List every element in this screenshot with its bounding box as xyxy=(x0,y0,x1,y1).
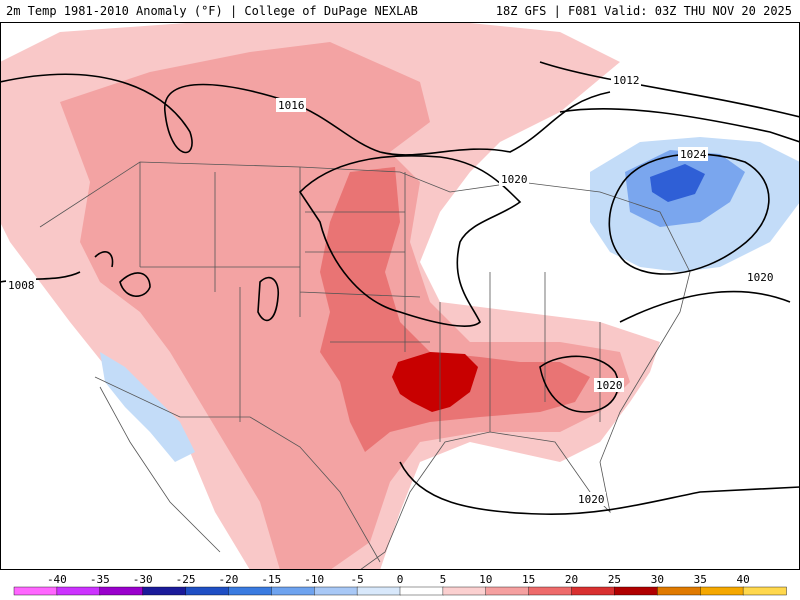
colorbar-swatch xyxy=(356,586,401,596)
colorbar-swatch xyxy=(271,586,315,596)
colorbar-tick-label: 20 xyxy=(565,573,578,586)
colorbar-swatch xyxy=(185,586,230,596)
colorbar-swatches xyxy=(13,586,787,596)
isobar-1020-east-line xyxy=(559,108,800,323)
colorbar-tick-label: 5 xyxy=(440,573,447,586)
colorbar-swatch xyxy=(700,586,744,596)
colorbar-swatch xyxy=(614,586,659,596)
colorbar-swatch xyxy=(13,586,58,596)
isobar-label-1016: 1016 xyxy=(278,99,305,112)
isobar-1020-gulf-line xyxy=(399,461,800,515)
colorbar-swatch xyxy=(228,586,273,596)
colorbar-tick-label: -30 xyxy=(133,573,153,586)
colorbar-tick-labels: -40 -35 -30 -25 -20 -15 -10 -5 0 5 10 15 20 25 30 35 40 xyxy=(47,573,750,586)
isobar-1016-line xyxy=(0,73,611,156)
isobar-label-1020-north: 1020 xyxy=(501,173,528,186)
baja-coast xyxy=(99,386,221,553)
isobar-label-1024: 1024 xyxy=(680,148,707,161)
warm-anomaly-peak xyxy=(392,352,478,412)
isobar-1012-line xyxy=(539,61,800,118)
political-boundaries xyxy=(39,161,691,570)
colorbar-swatch xyxy=(399,586,444,596)
colorbar-swatch xyxy=(657,586,701,596)
colorbar-tick-label: 10 xyxy=(479,573,492,586)
colorbar-tick-label: 25 xyxy=(608,573,621,586)
isobars xyxy=(0,61,800,515)
isobar-label-1012: 1012 xyxy=(613,74,640,87)
isobar-west-loops xyxy=(94,251,280,322)
colorbar-tick-label: -15 xyxy=(261,573,281,586)
cool-anomaly-strong xyxy=(650,164,705,202)
cool-anomaly-southwest xyxy=(100,352,195,462)
colorbar-tick-label: 35 xyxy=(694,573,707,586)
colorbar-tick-label: -10 xyxy=(304,573,324,586)
isobar-1020-southeast-line xyxy=(539,355,619,413)
colorbar-tick-label: 0 xyxy=(397,573,404,586)
isobar-labels: 1016 1012 1020 1024 1020 1020 1020 1008 xyxy=(6,73,775,506)
isobar-label-1020-east: 1020 xyxy=(747,271,774,284)
colorbar-swatch xyxy=(571,586,616,596)
colorbar-tick-label: 40 xyxy=(736,573,749,586)
model-run-info: 18Z GFS | F081 Valid: 03Z THU NOV 20 202… xyxy=(495,4,792,18)
colorbar-tick-label: -35 xyxy=(90,573,110,586)
colorbar-swatch xyxy=(314,586,358,596)
colorbar-tick-label: -5 xyxy=(350,573,363,586)
isobar-1020-north-line xyxy=(298,154,522,327)
colorbar-swatch xyxy=(99,586,144,596)
isobar-label-1020-southeast: 1020 xyxy=(596,379,623,392)
colorbar-tick-label: 15 xyxy=(522,573,535,586)
colorbar-tick-label: -25 xyxy=(176,573,196,586)
cool-anomaly-shading xyxy=(100,137,800,462)
map-title: 2m Temp 1981-2010 Anomaly (°F) | College… xyxy=(6,4,418,18)
colorbar-swatch xyxy=(742,586,787,596)
colorbar-swatch xyxy=(442,586,487,596)
colorbar: -40 -35 -30 -25 -20 -15 -10 -5 0 5 10 15 20 25 30 35 40 xyxy=(13,573,787,596)
colorbar-swatch xyxy=(142,586,187,596)
state-borders xyxy=(139,162,601,442)
mexico-border xyxy=(94,376,381,563)
us-outline xyxy=(39,161,691,570)
colorbar-tick-label: 30 xyxy=(651,573,664,586)
anomaly-map: 1016 1012 1020 1024 1020 1020 1020 1008 xyxy=(0,22,800,570)
isobar-label-1020-gulf: 1020 xyxy=(578,493,605,506)
colorbar-tick-label: -20 xyxy=(219,573,239,586)
isobar-label-1008: 1008 xyxy=(8,279,35,292)
colorbar-tick-label: -40 xyxy=(47,573,67,586)
colorbar-swatch xyxy=(56,586,101,596)
colorbar-swatch xyxy=(485,586,530,596)
warm-anomaly-strong xyxy=(320,167,590,452)
colorbar-swatch xyxy=(528,586,573,596)
